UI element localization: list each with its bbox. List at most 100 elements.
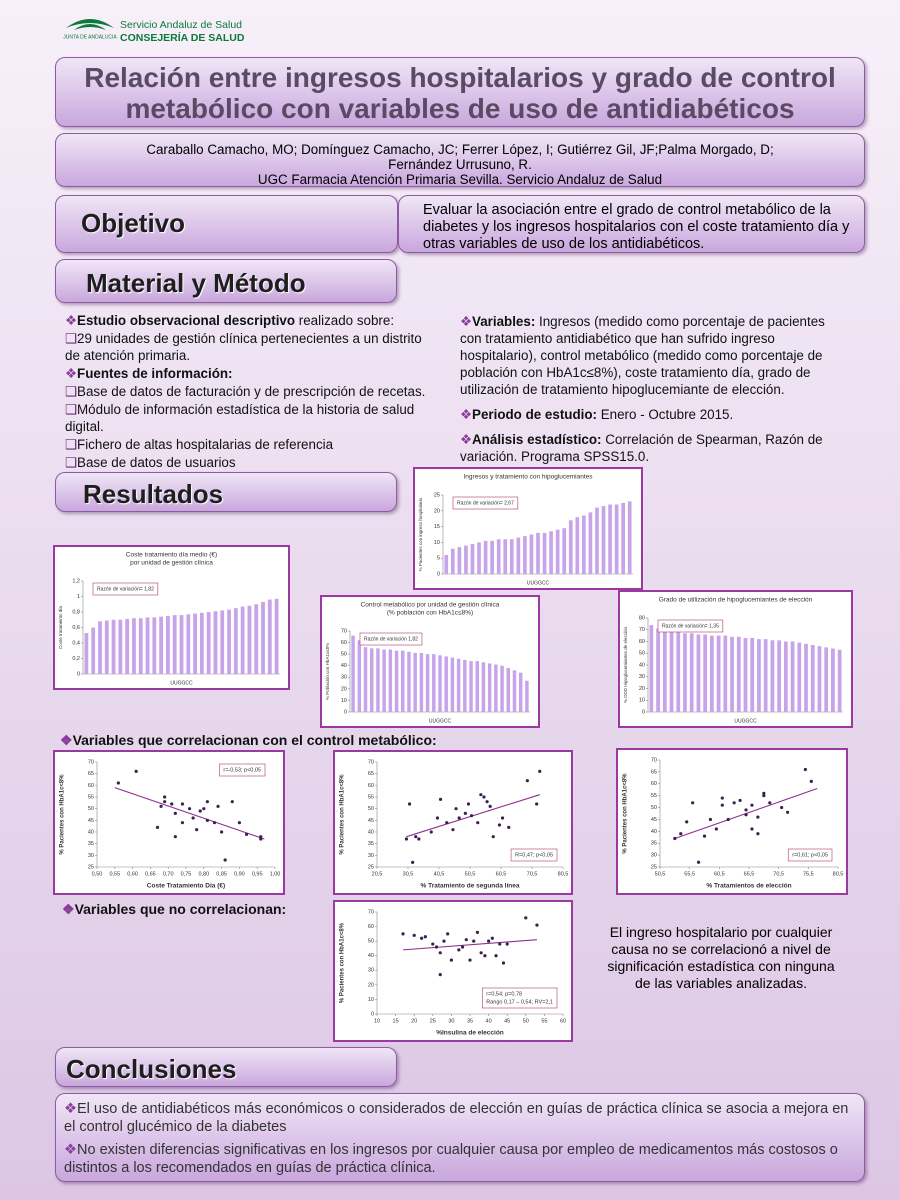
chart-panel: Grado de utilización de hipoglucemiantes… <box>618 590 853 728</box>
x-tick-label: 55,5 <box>684 871 695 877</box>
y-tick-label: 60 <box>651 781 657 787</box>
method-item: 29 unidades de gestión clínica perteneci… <box>65 330 440 364</box>
conclusions-box: El uso de antidiabéticos más económicos … <box>55 1093 865 1182</box>
bar <box>166 615 170 674</box>
scatter-point <box>720 803 724 807</box>
scatter-point <box>435 816 440 820</box>
annotation-text: r=0,54; p=0,78 <box>486 991 522 997</box>
y-tick-label: 0 <box>77 671 80 677</box>
y-tick-label: 60 <box>368 924 374 930</box>
bar <box>500 665 504 712</box>
y-tick-label: 20 <box>434 508 440 514</box>
method-item: Análisis estadístico: Correlación de Spe… <box>460 431 840 465</box>
scatter-point <box>414 835 418 839</box>
y-tick-label: 55 <box>368 794 374 800</box>
chart-panel: 25 30 35 40 45 50 55 60 65 70 % Pacientes con HbA1… <box>333 750 573 895</box>
y-tick-label: 55 <box>88 794 94 800</box>
scatter-point <box>476 821 480 825</box>
scatter-point <box>714 827 718 831</box>
x-tick-label: 50,5 <box>655 871 666 877</box>
y-tick-label: 55 <box>651 793 657 799</box>
bar <box>831 648 835 712</box>
y-axis-label: % Pacientes con HbA1c<8% <box>340 922 346 1003</box>
scatter-point <box>469 814 474 818</box>
bar <box>689 633 694 712</box>
bar <box>494 664 498 712</box>
annotation-box <box>359 632 423 646</box>
scatter-point <box>762 794 766 798</box>
x-tick-label: 65,5 <box>744 871 755 877</box>
y-axis-label: Coste tratamiento día <box>58 605 63 649</box>
y-tick-label: 0,6 <box>72 625 80 631</box>
scatter-point <box>685 820 689 824</box>
scatter-point <box>216 804 220 808</box>
scatter-point <box>756 832 760 836</box>
scatter-point <box>479 951 483 955</box>
scatter-point <box>524 916 528 920</box>
bar <box>562 528 567 574</box>
scatter-point <box>205 818 209 822</box>
scatter-point <box>202 807 206 811</box>
y-tick-label: 70 <box>368 909 374 915</box>
bar <box>608 504 612 574</box>
annotation-box <box>219 763 266 777</box>
bar <box>125 618 130 674</box>
bar <box>496 539 501 574</box>
chart-panel: 25 30 35 40 45 50 55 60 65 70 % Pacientes con HbA1… <box>53 750 285 895</box>
y-tick-label: 60 <box>88 783 94 789</box>
scatter-point <box>449 958 453 962</box>
scatter-point <box>497 823 502 827</box>
chart: Ingresos y tratamiento con hipoglucemian… <box>418 474 633 586</box>
bar <box>227 609 231 674</box>
method-item-label: Estudio observacional descriptivo <box>77 313 296 328</box>
bar <box>669 632 674 712</box>
method-left: Estudio observacional descriptivo realiz… <box>65 312 440 472</box>
scatter-point <box>708 817 713 822</box>
scatter-point <box>744 813 748 817</box>
y-axis-label: % Pacientes con HbA1c<8% <box>340 774 346 855</box>
bar <box>425 654 430 712</box>
chart-panel: Ingresos y tratamiento con hipoglucemian… <box>413 467 643 590</box>
annotation-box <box>92 582 159 596</box>
x-tick-label: 0,60 <box>127 871 138 877</box>
y-tick-label: 0,8 <box>72 609 80 615</box>
y-axis-label: % DDD Hipoglucemiantes de elección <box>623 626 628 703</box>
y-tick-label: 65 <box>88 771 94 777</box>
x-tick-label: 15 <box>393 1018 399 1024</box>
method-item-text: Base de datos de usuarios <box>77 455 236 470</box>
scatter-point <box>535 802 539 806</box>
x-tick-label: 60,5 <box>496 871 507 877</box>
bar <box>444 555 449 574</box>
method-item-text: Fichero de altas hospitalarias de refere… <box>77 437 334 452</box>
x-tick-label: 80,5 <box>558 871 569 877</box>
x-tick-label: 20 <box>411 1018 417 1024</box>
method-item-text: Enero - Octubre 2015. <box>597 407 734 422</box>
x-tick-label: 70,5 <box>527 871 538 877</box>
scatter-point <box>417 837 421 841</box>
annotation-text: R=0,47; p<0,05 <box>515 852 553 858</box>
bar <box>450 657 455 712</box>
bar <box>351 635 355 712</box>
authors: Fernández Urrusuno, R. <box>388 157 532 172</box>
scatter-point <box>507 825 511 829</box>
bar <box>84 632 89 674</box>
y-axis-label: % Pacientes con HbA1c<8% <box>623 773 629 854</box>
scatter-point <box>259 835 263 839</box>
bar <box>810 645 815 712</box>
y-tick-label: 50 <box>368 939 374 945</box>
annotation-box <box>787 848 833 862</box>
y-tick-label: 0 <box>371 1011 374 1017</box>
bar <box>186 614 191 674</box>
chart: 25 30 35 40 45 50 55 60 65 70 % Pacientes con HbA1… <box>60 759 281 889</box>
x-tick-label: 0,75 <box>181 871 192 877</box>
y-tick-label: 60 <box>341 640 347 646</box>
x-axis-label: UUGGCC <box>527 580 550 586</box>
annotation-box <box>657 619 724 633</box>
scatter-point <box>412 933 416 937</box>
scatter-point <box>434 945 439 949</box>
y-tick-label: 10 <box>341 698 347 704</box>
y-tick-label: 70 <box>639 627 645 633</box>
scatter-point <box>198 809 202 813</box>
affiliation: UGC Farmacia Atención Primaria Sevilla. … <box>257 172 663 187</box>
